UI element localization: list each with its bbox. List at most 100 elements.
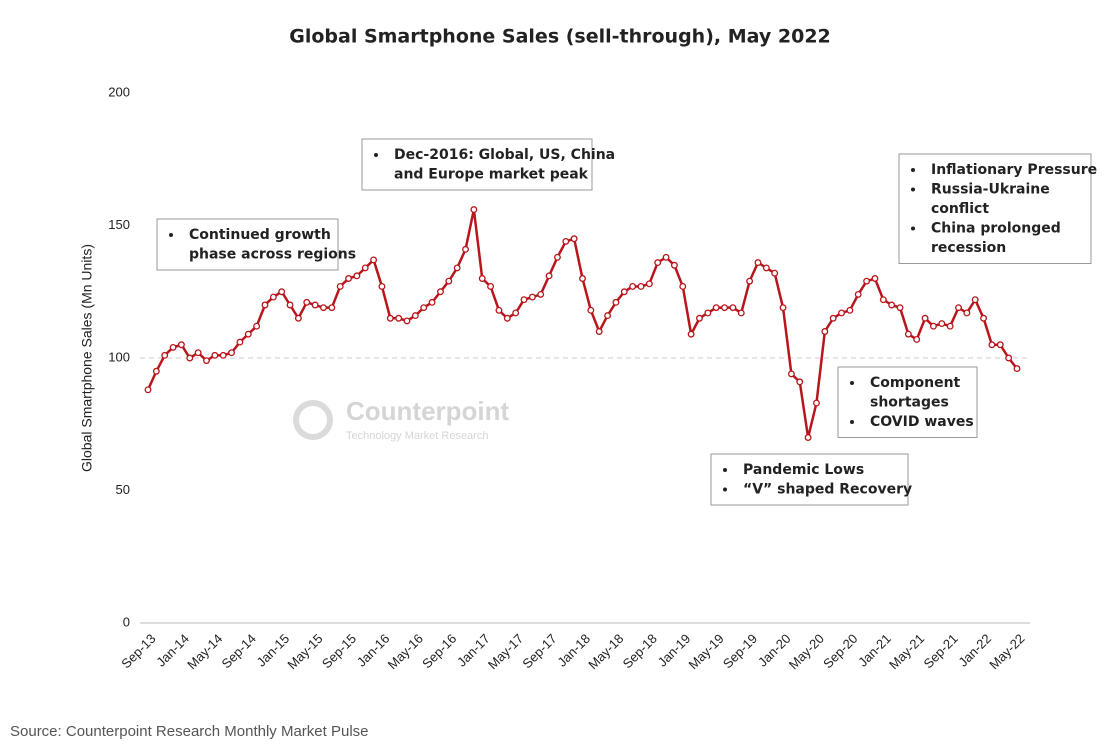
data-point <box>712 304 720 312</box>
data-point <box>771 269 779 277</box>
bullet <box>911 187 915 192</box>
x-tick-label: Sep-19 <box>720 631 760 671</box>
data-point <box>269 293 277 301</box>
data-point <box>236 338 244 346</box>
x-tick-label: May-17 <box>485 631 526 672</box>
data-point <box>261 301 269 309</box>
x-tick-label: Sep-18 <box>620 631 660 671</box>
data-point <box>228 349 236 357</box>
data-point <box>645 280 653 288</box>
data-point <box>1005 354 1013 362</box>
annotation: Inflationary Pressure Russia-Ukraine confl… <box>898 153 1097 264</box>
annotation-text: recession <box>931 240 1006 256</box>
x-tick-label: Sep-20 <box>820 631 860 671</box>
data-point <box>704 309 712 317</box>
annotation-text: Continued growth <box>189 227 331 243</box>
data-point <box>462 245 469 253</box>
annotation-text: “V” shaped Recovery <box>743 482 912 498</box>
annotation-box <box>156 218 339 271</box>
bullet <box>374 153 378 157</box>
annotation: Dec-2016: Global, US, China and Europe ma… <box>361 138 615 191</box>
data-point <box>988 341 996 349</box>
data-point <box>779 304 787 312</box>
annotation-text: shortages <box>870 395 949 411</box>
data-point <box>528 293 536 301</box>
data-point <box>654 259 662 267</box>
data-point <box>754 259 762 267</box>
data-point <box>687 330 695 338</box>
y-tick-label: 150 <box>108 217 130 232</box>
data-point <box>177 341 185 349</box>
annotation-box <box>361 138 593 191</box>
data-point <box>679 283 687 290</box>
data-point <box>453 264 461 272</box>
data-point <box>963 309 971 317</box>
data-point <box>278 288 286 296</box>
x-tick-label: May-21 <box>886 631 927 672</box>
data-point <box>219 351 227 359</box>
annotation-text: Russia-Ukraine <box>931 182 1050 198</box>
data-point <box>487 283 495 290</box>
data-point <box>403 317 411 325</box>
data-point <box>420 304 428 312</box>
annotation: Pandemic Lows “V” shaped Recovery <box>710 453 912 506</box>
y-axis-label: Global Smartphone Sales (Mn Units) <box>79 244 95 472</box>
data-point <box>829 314 837 322</box>
annotation-text: Pandemic Lows <box>743 462 864 478</box>
data-point <box>904 330 912 338</box>
data-point <box>370 256 378 264</box>
data-point <box>545 272 553 280</box>
data-point <box>211 351 219 359</box>
data-point <box>186 354 194 362</box>
data-point <box>913 336 921 343</box>
data-point <box>520 296 528 304</box>
data-point <box>579 275 586 282</box>
data-point <box>729 304 737 312</box>
data-point <box>437 288 444 296</box>
data-point <box>503 314 511 322</box>
data-point <box>353 272 361 280</box>
watermark: Counterpoint Technology Market Research <box>293 396 510 442</box>
data-point <box>345 275 352 282</box>
x-tick-label: Sep-13 <box>118 631 158 671</box>
data-point <box>737 309 745 317</box>
data-point <box>144 386 152 394</box>
data-point <box>838 309 845 317</box>
data-point <box>253 322 261 330</box>
data-point <box>604 312 612 320</box>
annotation-box <box>898 153 1092 264</box>
bullet <box>169 233 173 237</box>
data-point <box>595 328 603 335</box>
x-tick-label: Sep-14 <box>219 631 259 671</box>
data-point <box>629 283 637 290</box>
chart-title: Global Smartphone Sales (sell-through), … <box>289 26 831 48</box>
data-point <box>553 253 561 261</box>
annotation-text: China prolonged <box>931 221 1061 237</box>
x-tick-label: Sep-21 <box>920 631 960 671</box>
data-point <box>662 253 670 261</box>
data-point <box>294 314 302 322</box>
x-tick-label: Sep-15 <box>319 631 359 671</box>
annotation-box <box>837 366 978 438</box>
data-point <box>286 301 294 309</box>
data-point <box>203 357 210 365</box>
data-point <box>670 261 678 269</box>
bullet <box>723 487 727 492</box>
data-point <box>888 301 896 309</box>
data-point <box>637 283 645 290</box>
bullet <box>911 226 915 231</box>
data-point <box>152 367 160 375</box>
data-point <box>161 351 169 359</box>
data-point <box>721 304 728 312</box>
data-point <box>946 322 954 330</box>
x-tick-label: May-14 <box>184 631 225 672</box>
data-point <box>746 277 754 285</box>
data-point <box>846 306 854 314</box>
bullet <box>850 381 854 385</box>
annotation-text: conflict <box>931 201 989 217</box>
y-tick-label: 200 <box>108 84 130 99</box>
data-point <box>696 314 703 322</box>
watermark-subtext: Technology Market Research <box>346 430 488 442</box>
data-point <box>762 264 770 272</box>
